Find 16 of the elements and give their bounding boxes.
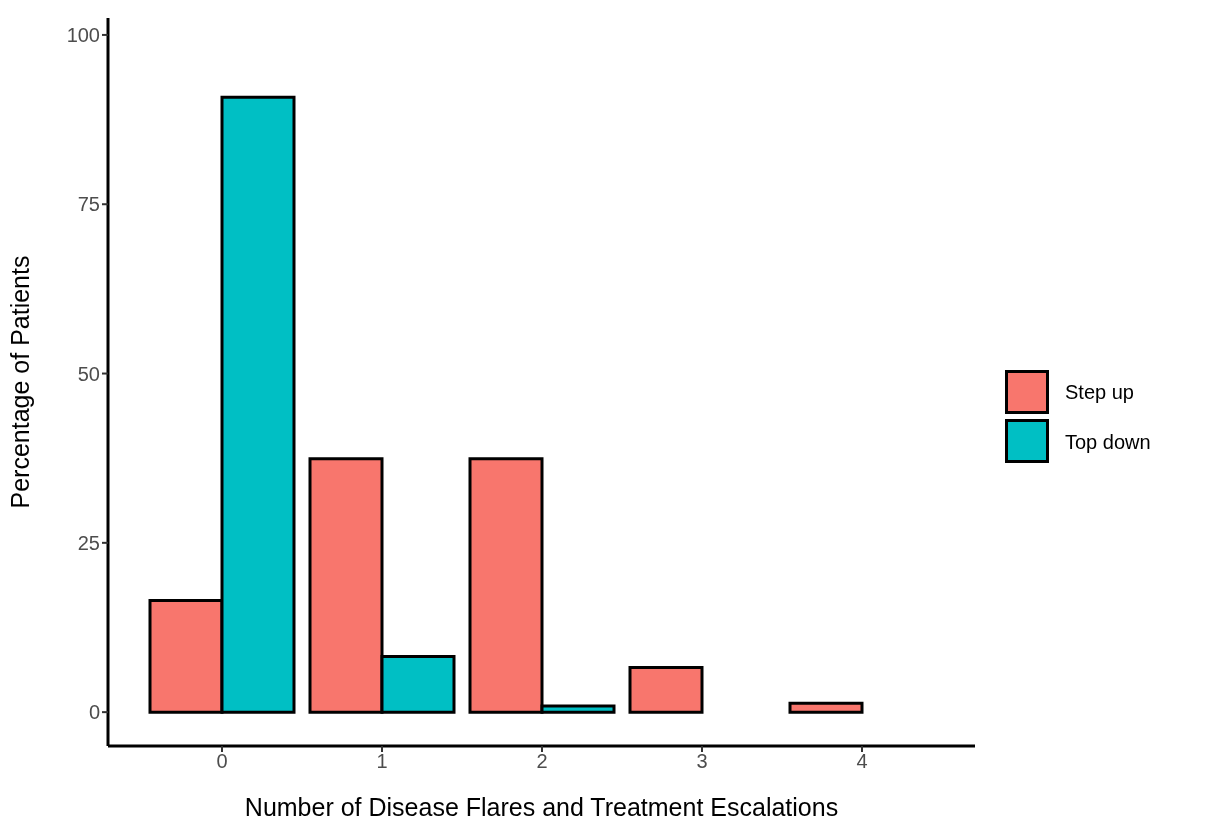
x-tick-label: 3 bbox=[696, 750, 708, 773]
legend-label: Top down bbox=[1065, 430, 1151, 454]
bar bbox=[788, 701, 864, 714]
x-axis-title: Number of Disease Flares and Treatment Escalations bbox=[244, 793, 839, 821]
y-tick-label: 100 bbox=[66, 24, 100, 47]
y-tick-label: 25 bbox=[77, 531, 100, 554]
legend-label: Step up bbox=[1065, 380, 1134, 404]
x-tick-label: 1 bbox=[376, 750, 388, 773]
y-axis-title: Percentage of Patients bbox=[5, 255, 34, 509]
bar bbox=[628, 665, 704, 714]
x-tick-label: 0 bbox=[216, 750, 228, 773]
y-tick-label: 50 bbox=[77, 362, 100, 385]
x-tick-label: 2 bbox=[536, 750, 548, 773]
y-tick-label: 0 bbox=[88, 701, 100, 724]
x-tick-label: 4 bbox=[856, 750, 868, 773]
y-tick-label: 75 bbox=[77, 193, 100, 216]
